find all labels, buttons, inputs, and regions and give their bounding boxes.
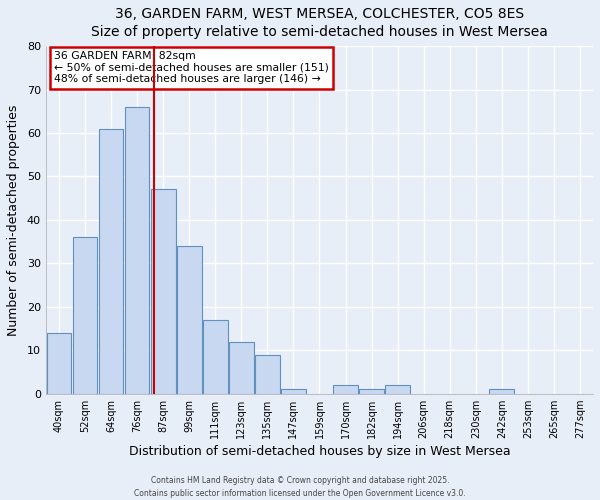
- Y-axis label: Number of semi-detached properties: Number of semi-detached properties: [7, 104, 20, 336]
- Bar: [229, 342, 254, 394]
- Bar: [177, 246, 202, 394]
- Bar: [98, 128, 124, 394]
- Bar: [255, 354, 280, 394]
- Bar: [73, 238, 97, 394]
- X-axis label: Distribution of semi-detached houses by size in West Mersea: Distribution of semi-detached houses by …: [128, 445, 510, 458]
- Bar: [385, 385, 410, 394]
- Text: 36 GARDEN FARM: 82sqm
← 50% of semi-detached houses are smaller (151)
48% of sem: 36 GARDEN FARM: 82sqm ← 50% of semi-deta…: [54, 52, 329, 84]
- Bar: [281, 390, 306, 394]
- Bar: [333, 385, 358, 394]
- Bar: [490, 390, 514, 394]
- Text: Contains HM Land Registry data © Crown copyright and database right 2025.
Contai: Contains HM Land Registry data © Crown c…: [134, 476, 466, 498]
- Bar: [125, 107, 149, 394]
- Bar: [359, 390, 384, 394]
- Bar: [203, 320, 227, 394]
- Bar: [151, 190, 176, 394]
- Title: 36, GARDEN FARM, WEST MERSEA, COLCHESTER, CO5 8ES
Size of property relative to s: 36, GARDEN FARM, WEST MERSEA, COLCHESTER…: [91, 7, 548, 40]
- Bar: [47, 333, 71, 394]
